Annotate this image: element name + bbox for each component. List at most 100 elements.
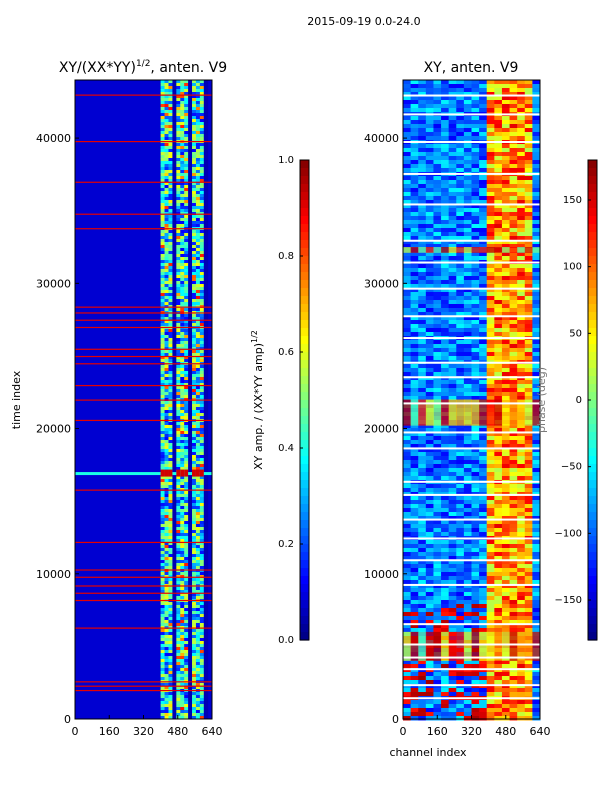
heatmap-cell bbox=[509, 504, 518, 509]
heatmap-cell bbox=[176, 440, 181, 444]
heatmap-cell bbox=[176, 491, 181, 495]
heatmap-cell bbox=[463, 216, 472, 221]
heatmap-cell bbox=[441, 120, 450, 125]
heatmap-cell bbox=[441, 152, 450, 157]
heatmap-cell bbox=[160, 317, 166, 321]
heatmap-cell bbox=[199, 341, 205, 345]
heatmap-cell bbox=[494, 184, 503, 189]
heatmap-cell bbox=[172, 389, 177, 393]
heatmap-cell bbox=[494, 428, 503, 433]
heatmap-cell bbox=[203, 248, 209, 252]
heatmap-cell bbox=[403, 520, 412, 525]
heatmap-cell bbox=[479, 588, 488, 593]
heatmap-cell bbox=[160, 248, 166, 252]
amplitude-colorbar-frame bbox=[299, 159, 310, 641]
heatmap-cell bbox=[176, 386, 181, 390]
heatmap-cell bbox=[441, 128, 450, 133]
heatmap-cell bbox=[203, 317, 209, 321]
heatmap-cell bbox=[486, 144, 495, 149]
heatmap-cell bbox=[168, 491, 173, 495]
heatmap-cell bbox=[180, 428, 185, 432]
heatmap-cell bbox=[203, 617, 209, 621]
heatmap-cell bbox=[176, 104, 181, 108]
heatmap-cell bbox=[172, 80, 177, 84]
heatmap-cell bbox=[180, 299, 185, 303]
heatmap-cell bbox=[524, 532, 533, 537]
heatmap-cell bbox=[164, 98, 169, 102]
flag-row bbox=[75, 399, 212, 401]
heatmap-cell bbox=[199, 161, 205, 165]
heatmap-cell bbox=[172, 152, 177, 156]
heatmap-cell bbox=[524, 328, 533, 333]
heatmap-cell bbox=[479, 108, 488, 113]
heatmap-cell bbox=[471, 560, 480, 565]
heatmap-cell bbox=[184, 302, 189, 306]
heatmap-cell bbox=[192, 629, 197, 633]
heatmap-cell bbox=[195, 536, 201, 540]
heatmap-cell bbox=[172, 119, 177, 123]
heatmap-cell bbox=[172, 677, 177, 681]
heatmap-cell bbox=[199, 320, 205, 324]
heatmap-cell bbox=[192, 656, 197, 660]
heatmap-cell bbox=[418, 428, 427, 433]
heatmap-cell bbox=[479, 192, 488, 197]
heatmap-cell bbox=[203, 266, 209, 270]
heatmap-cell bbox=[192, 260, 197, 264]
heatmap-cell bbox=[448, 496, 457, 501]
heatmap-cell bbox=[501, 244, 511, 249]
heatmap-cell bbox=[494, 288, 503, 293]
heatmap-cell bbox=[164, 155, 169, 159]
heatmap-cell bbox=[160, 341, 166, 345]
heatmap-cell bbox=[180, 119, 185, 123]
heatmap-cell bbox=[448, 124, 457, 129]
heatmap-cell bbox=[425, 160, 434, 165]
heatmap-cell bbox=[164, 161, 169, 165]
heatmap-cell bbox=[524, 556, 533, 561]
heatmap-cell bbox=[195, 224, 201, 228]
heatmap-cell bbox=[203, 641, 209, 645]
heatmap-cell bbox=[195, 287, 201, 291]
heatmap-cell bbox=[494, 540, 503, 545]
heatmap-cell bbox=[448, 84, 457, 89]
heatmap-cell bbox=[494, 484, 503, 489]
heatmap-cell bbox=[456, 160, 465, 165]
heatmap-cell bbox=[509, 396, 518, 401]
heatmap-cell bbox=[164, 266, 169, 270]
heatmap-cell bbox=[176, 377, 181, 381]
heatmap-cell bbox=[176, 389, 181, 393]
heatmap-cell bbox=[160, 380, 166, 384]
heatmap-cell bbox=[471, 216, 480, 221]
heatmap-cell bbox=[203, 395, 209, 399]
heatmap-cell bbox=[509, 148, 518, 153]
heatmap-cell bbox=[448, 192, 457, 197]
heatmap-cell bbox=[199, 155, 205, 159]
heatmap-cell bbox=[203, 122, 209, 126]
heatmap-cell bbox=[486, 500, 495, 505]
heatmap-cell bbox=[199, 482, 205, 486]
heatmap-cell bbox=[448, 380, 457, 385]
heatmap-cell bbox=[448, 512, 457, 517]
heatmap-cell bbox=[501, 104, 511, 109]
heatmap-cell bbox=[203, 557, 209, 561]
heatmap-cell bbox=[517, 180, 526, 185]
heatmap-cell bbox=[195, 101, 201, 105]
heatmap-cell bbox=[418, 232, 427, 237]
heatmap-cell bbox=[180, 614, 185, 618]
heatmap-cell bbox=[180, 656, 185, 660]
heatmap-cell bbox=[517, 576, 526, 581]
heatmap-cell bbox=[199, 491, 205, 495]
heatmap-cell bbox=[168, 551, 173, 555]
heatmap-cell bbox=[479, 464, 488, 469]
heatmap-cell bbox=[180, 395, 185, 399]
heatmap-cell bbox=[494, 388, 503, 393]
heatmap-cell bbox=[184, 701, 189, 705]
heatmap-cell bbox=[403, 136, 412, 141]
heatmap-cell bbox=[199, 263, 205, 267]
heatmap-cell bbox=[168, 437, 173, 441]
heatmap-cell bbox=[494, 332, 503, 337]
heatmap-cell bbox=[172, 686, 177, 690]
heatmap-cell bbox=[425, 472, 434, 477]
heatmap-cell bbox=[463, 332, 472, 337]
heatmap-cell bbox=[403, 144, 412, 149]
heatmap-cell bbox=[184, 710, 189, 714]
